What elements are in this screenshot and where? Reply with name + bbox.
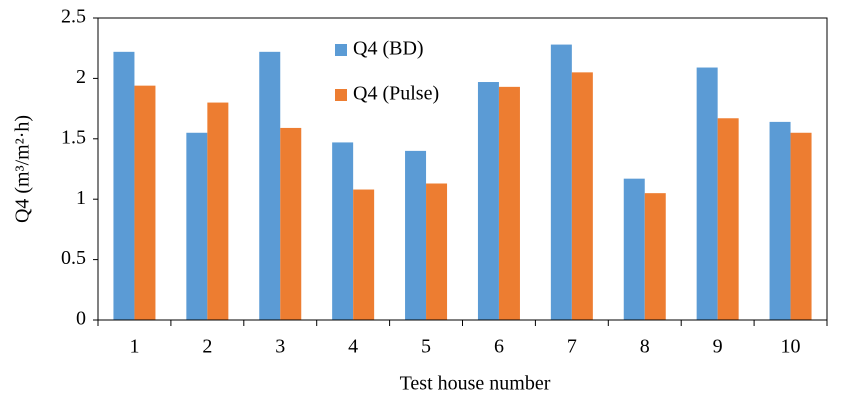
bar bbox=[550, 44, 572, 321]
bar bbox=[186, 132, 208, 320]
bar bbox=[769, 121, 791, 320]
y-tick-label: 2.5 bbox=[61, 6, 86, 28]
bar bbox=[259, 51, 281, 320]
bar bbox=[498, 86, 520, 320]
bar bbox=[790, 132, 812, 320]
bar bbox=[426, 183, 448, 320]
x-tick-label: 6 bbox=[494, 336, 504, 358]
x-tick-label: 3 bbox=[275, 336, 285, 358]
x-tick-label: 4 bbox=[348, 336, 358, 358]
y-tick-label: 0 bbox=[76, 308, 86, 330]
legend-label: Q4 (Pulse) bbox=[353, 83, 439, 105]
bar bbox=[332, 142, 354, 320]
x-tick-label: 5 bbox=[421, 336, 431, 358]
y-tick-label: 0.5 bbox=[61, 247, 86, 269]
bar bbox=[623, 178, 645, 320]
y-tick-label: 1 bbox=[76, 187, 86, 209]
x-tick-label: 7 bbox=[567, 336, 577, 358]
y-axis-label: Q4 (m³/m²·h) bbox=[12, 115, 34, 223]
x-tick-label: 9 bbox=[713, 336, 723, 358]
x-axis-label: Test house number bbox=[400, 373, 551, 395]
y-tick-label: 1.5 bbox=[61, 126, 86, 148]
bar bbox=[571, 72, 593, 320]
plot-frame bbox=[97, 17, 828, 321]
bar bbox=[717, 118, 739, 320]
x-tick-label: 8 bbox=[640, 336, 650, 358]
x-tick-label: 1 bbox=[129, 336, 139, 358]
y-tick-label: 2 bbox=[76, 66, 86, 88]
bar bbox=[113, 51, 135, 320]
x-tick-label: 10 bbox=[781, 336, 801, 358]
bar bbox=[644, 193, 666, 320]
bar bbox=[207, 102, 229, 320]
bar bbox=[696, 67, 718, 320]
legend-label: Q4 (BD) bbox=[353, 38, 424, 60]
bar bbox=[353, 189, 375, 320]
legend-swatch bbox=[335, 44, 347, 56]
bar bbox=[477, 82, 499, 320]
bar bbox=[280, 127, 302, 320]
x-tick-label: 2 bbox=[202, 336, 212, 358]
legend-swatch bbox=[335, 89, 347, 101]
bar bbox=[405, 150, 427, 320]
bar bbox=[134, 85, 156, 320]
